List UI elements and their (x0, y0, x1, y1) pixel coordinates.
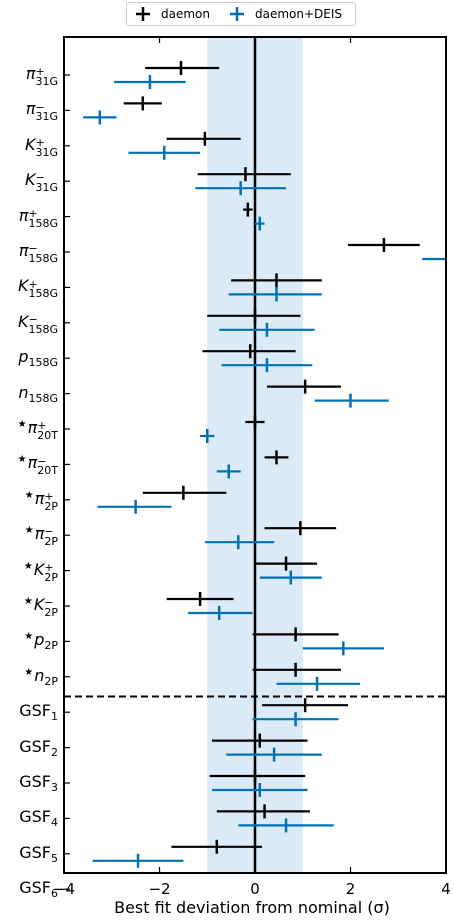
legend-label-daemon-deis: daemon+DEIS (255, 7, 343, 21)
y-tick-label: π +158G (18, 205, 58, 230)
y-tick-label: ★π −20T (17, 453, 58, 478)
y-tick-label: GSF5 (19, 842, 58, 865)
y-tick-label: ★p2P (24, 630, 58, 653)
x-tick-label: 0 (250, 880, 260, 898)
y-tick-label: ★π +20T (17, 418, 58, 442)
legend: daemon daemon+DEIS (126, 2, 356, 26)
legend-marker-daemon-deis (230, 7, 244, 21)
y-tick-label: K −158G (17, 311, 58, 336)
y-tick-label: K −31G (24, 170, 58, 195)
y-tick-label: GSF6 (19, 878, 58, 901)
y-tick-label: GSF3 (19, 772, 58, 795)
y-tick-label: π −31G (25, 99, 58, 124)
y-tick-label: ★K −2P (23, 595, 58, 619)
x-tick-label: 4 (441, 880, 451, 898)
x-tick-label: 2 (345, 880, 356, 898)
x-tick-label: −2 (148, 880, 171, 898)
y-tick-label: π +31G (25, 64, 58, 88)
legend-label-daemon: daemon (161, 7, 210, 21)
y-tick-label: GSF1 (19, 701, 58, 724)
y-tick-label: p158G (18, 347, 58, 370)
x-axis-label: Best fit deviation from nominal (σ) (114, 898, 390, 917)
y-tick-label: ★n2P (24, 665, 58, 688)
y-tick-label: GSF2 (19, 736, 58, 759)
legend-item-daemon: daemon (135, 6, 210, 22)
y-tick-label: GSF4 (19, 807, 58, 830)
legend-item-daemon-deis: daemon+DEIS (229, 6, 342, 22)
y-tick-label: π −158G (18, 241, 58, 265)
y-tick-label: K +158G (17, 276, 58, 301)
legend-marker-daemon (136, 7, 150, 21)
y-tick-label: n158G (18, 382, 58, 405)
y-tick-label: ★π −2P (24, 524, 58, 549)
y-tick-label: K +31G (24, 134, 58, 159)
y-tick-label: ★π +2P (24, 488, 58, 513)
x-tick-label: −4 (52, 880, 76, 898)
data-points (83, 61, 446, 868)
y-tick-label: ★K +2P (23, 559, 58, 584)
